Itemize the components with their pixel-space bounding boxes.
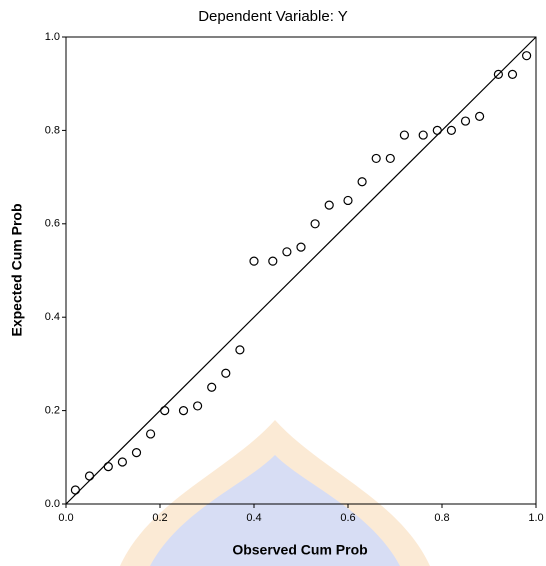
point [523, 52, 531, 60]
point [147, 430, 155, 438]
y-tick-label: 0.4 [45, 311, 60, 323]
point [194, 402, 202, 410]
y-tick-label: 0.8 [45, 124, 60, 136]
y-tick-label: 1.0 [45, 31, 60, 43]
point [476, 112, 484, 120]
point [104, 463, 112, 471]
point [118, 458, 126, 466]
point [250, 257, 258, 265]
point [297, 243, 305, 251]
x-tick-label: 1.0 [528, 512, 543, 524]
point [180, 407, 188, 415]
chart-title: Dependent Variable: Y [198, 8, 348, 25]
x-tick-label: 0.0 [58, 512, 73, 524]
point [133, 449, 141, 457]
point [358, 178, 366, 186]
x-tick-label: 0.4 [246, 512, 261, 524]
point [222, 369, 230, 377]
point [325, 201, 333, 209]
chart: Dependent Variable: Y Observed Cum Prob … [0, 0, 546, 566]
y-tick-label: 0.6 [45, 218, 60, 230]
x-axis-title: Observed Cum Prob [232, 542, 367, 558]
point [447, 126, 455, 134]
point [86, 472, 94, 480]
page: {"chart_data": {"type": "scatter", "titl… [0, 0, 546, 566]
point [433, 126, 441, 134]
point [236, 346, 244, 354]
point [283, 248, 291, 256]
point [509, 70, 517, 78]
y-tick-label: 0.2 [45, 405, 60, 417]
point [386, 154, 394, 162]
y-tick-label: 0.0 [45, 498, 60, 510]
point [419, 131, 427, 139]
point [208, 383, 216, 391]
x-tick-label: 0.8 [434, 512, 449, 524]
point [400, 131, 408, 139]
point [71, 486, 79, 494]
point [372, 154, 380, 162]
point [269, 257, 277, 265]
x-tick-label: 0.2 [152, 512, 167, 524]
point [344, 196, 352, 204]
point [311, 220, 319, 228]
x-tick-label: 0.6 [340, 512, 355, 524]
y-axis-title: Expected Cum Prob [9, 203, 25, 336]
reference-line [66, 37, 536, 504]
point [462, 117, 470, 125]
point [161, 407, 169, 415]
